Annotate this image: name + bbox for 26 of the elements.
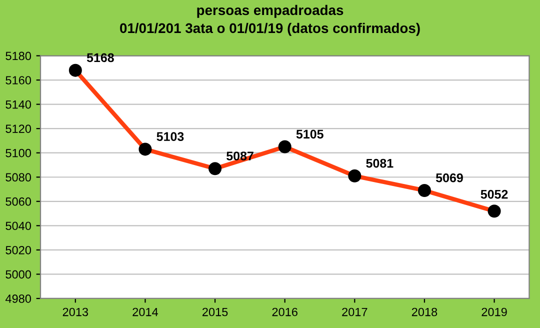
data-label: 5069 bbox=[436, 173, 463, 182]
y-tick-label: 5160 bbox=[6, 76, 32, 84]
data-label: 5081 bbox=[366, 158, 394, 168]
y-tick-label: 5100 bbox=[6, 148, 32, 158]
x-tick-label: 2018 bbox=[412, 308, 438, 316]
y-tick-label: 5180 bbox=[6, 52, 32, 60]
y-tick-label: 5040 bbox=[6, 222, 32, 230]
data-label: 5105 bbox=[296, 130, 324, 139]
y-tick-label: 5140 bbox=[6, 100, 32, 109]
x-tick-label: 2014 bbox=[132, 308, 158, 316]
y-tick-label: 5120 bbox=[6, 124, 32, 133]
y-tick-label: 4980 bbox=[5, 294, 32, 303]
y-tick-label: 5060 bbox=[6, 197, 32, 206]
y-tick-label: 5000 bbox=[6, 270, 32, 279]
x-tick-label: 2013 bbox=[62, 308, 88, 316]
x-tick-label: 2016 bbox=[272, 308, 298, 316]
data-label: 5103 bbox=[156, 132, 184, 142]
x-tick-label: 2015 bbox=[202, 308, 228, 316]
data-label: 5052 bbox=[480, 190, 508, 199]
data-label: 5168 bbox=[86, 53, 114, 62]
y-tick-label: 5080 bbox=[6, 173, 32, 182]
x-tick-label: 2017 bbox=[342, 308, 368, 316]
data-label: 5087 bbox=[226, 152, 254, 160]
y-tick-label: 5020 bbox=[6, 246, 32, 254]
x-tick-label: 2019 bbox=[482, 308, 507, 316]
chart-title: persoas empadroadas 01/01/201 3ata o 01/01/19 (datos confirmados) bbox=[120, 4, 420, 36]
